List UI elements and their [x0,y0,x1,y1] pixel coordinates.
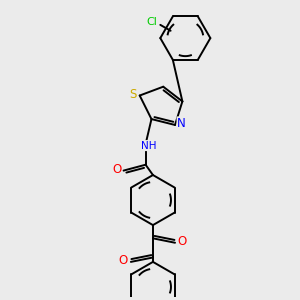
Text: O: O [119,254,128,267]
Text: N: N [177,117,186,130]
Text: NH: NH [141,141,157,151]
Text: S: S [130,88,137,101]
Text: Cl: Cl [146,17,157,27]
Text: O: O [178,235,187,248]
Text: O: O [112,163,122,176]
